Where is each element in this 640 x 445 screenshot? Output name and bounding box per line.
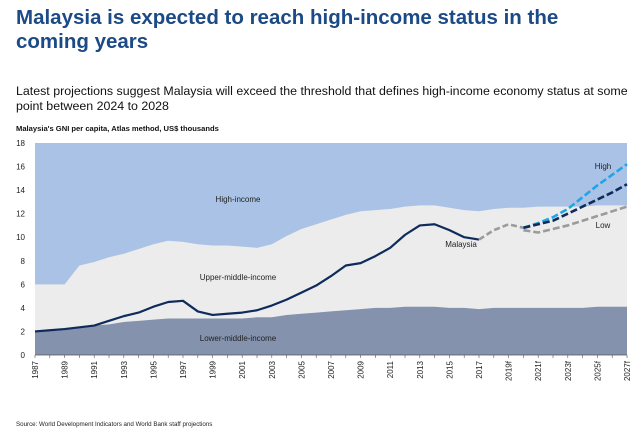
y-tick-label: 10 [16,233,25,242]
x-tick-label: 1989 [61,360,70,378]
y-tick-label: 0 [21,351,26,360]
x-tick-label: 1987 [31,360,40,378]
y-tick-label: 16 [16,163,25,172]
x-tick-label: 2009 [357,360,366,378]
y-tick-label: 4 [21,304,26,313]
series-lines [34,163,628,333]
line-malaysia-projection [478,222,524,241]
x-tick-label: 2021f [534,360,543,381]
x-tick-label: 1991 [90,360,99,378]
x-tick-label: 2005 [297,360,306,378]
label-low: Low [596,221,611,230]
x-tick-label: 1995 [149,360,158,378]
label-upper-middle-income: Upper-middle-income [200,273,277,282]
y-tick-label: 18 [16,139,25,148]
x-tick-label: 2007 [327,360,336,378]
x-tick-label: 2013 [416,360,425,378]
label-high-income: High-income [216,195,261,204]
x-tick-label: 2027f [623,360,632,381]
label-lower-middle-income: Lower-middle-income [200,334,277,343]
x-tick-label: 2017 [475,360,484,378]
line-malaysia [34,223,480,333]
income-band-areas [35,143,627,355]
label-malaysia: Malaysia [445,240,477,249]
y-tick-label: 14 [16,186,25,195]
x-tick-label: 2015 [445,360,454,378]
area-lower-middle-income [35,306,627,355]
x-tick-label: 1997 [179,360,188,378]
label-high: High [595,162,611,171]
x-tick-label: 2025f [593,360,602,381]
line-baseline [523,183,628,230]
y-tick-label: 2 [21,327,26,336]
x-tick-label: 1993 [120,360,129,378]
chart-title: Malaysia is expected to reach high-incom… [16,6,559,53]
x-tick-label: 2023f [564,360,573,381]
line-high [523,163,628,230]
y-tick-label: 6 [21,280,26,289]
x-tick-label: 2019f [505,360,514,381]
x-tick-label: 2001 [238,360,247,378]
line-low [523,205,628,234]
chart-labels: Lower-middle-income Upper-middle-income Hi… [200,162,611,343]
y-tick-label: 12 [16,210,25,219]
x-tick-label: 2003 [268,360,277,378]
axes: 0 2 4 6 8 10 12 14 16 18 1987 1989 1991 1993 1995 1997 1… [16,139,632,381]
chart-subtitle: Latest projections suggest Malaysia will… [16,84,628,113]
source-note: Source: World Development Indicators and… [16,421,213,428]
y-tick-label: 8 [21,257,26,266]
x-tick-label: 1999 [209,360,218,378]
x-tick-label: 2011 [386,360,395,378]
units-caption: Malaysia's GNI per capita, Atlas method,… [16,124,219,133]
